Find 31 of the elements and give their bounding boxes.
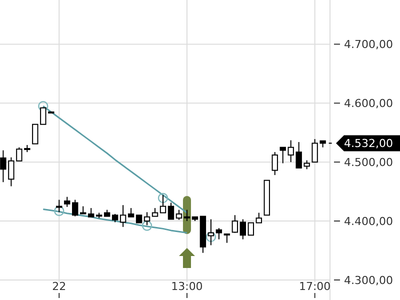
x-tick-label: 13:00 (171, 280, 203, 293)
candlestick (144, 212, 150, 226)
candlestick (120, 204, 126, 228)
candlestick (240, 218, 246, 240)
point (54, 206, 64, 216)
y-tick-label: 4.300,00 (344, 274, 393, 287)
y-tick-label: 4.700,00 (344, 38, 393, 52)
point (38, 100, 48, 112)
candlestick (56, 199, 62, 213)
candlestick (272, 152, 278, 176)
candlestick (208, 218, 214, 246)
y-tick-label: 4.400,00 (344, 214, 393, 228)
candlestick (216, 228, 222, 240)
candlestick (280, 146, 286, 164)
y-tick-label: 4.600,00 (344, 96, 393, 110)
candlestick (232, 214, 238, 234)
candlestick (256, 212, 262, 224)
candlestick (176, 209, 182, 220)
candlestick (64, 196, 70, 208)
candlestick (80, 206, 86, 214)
y-tick-label: 4.500,00 (344, 156, 393, 169)
point (142, 220, 152, 231)
x-tick-label: 17:00 (298, 280, 331, 293)
candlestick (72, 199, 78, 217)
text: 4.532,00 (344, 137, 393, 150)
point (158, 192, 168, 204)
candlestick (160, 194, 166, 214)
x-tick-label: 22 (52, 280, 66, 293)
candlestick (248, 222, 254, 236)
candlestick (168, 202, 174, 220)
point (206, 232, 216, 242)
